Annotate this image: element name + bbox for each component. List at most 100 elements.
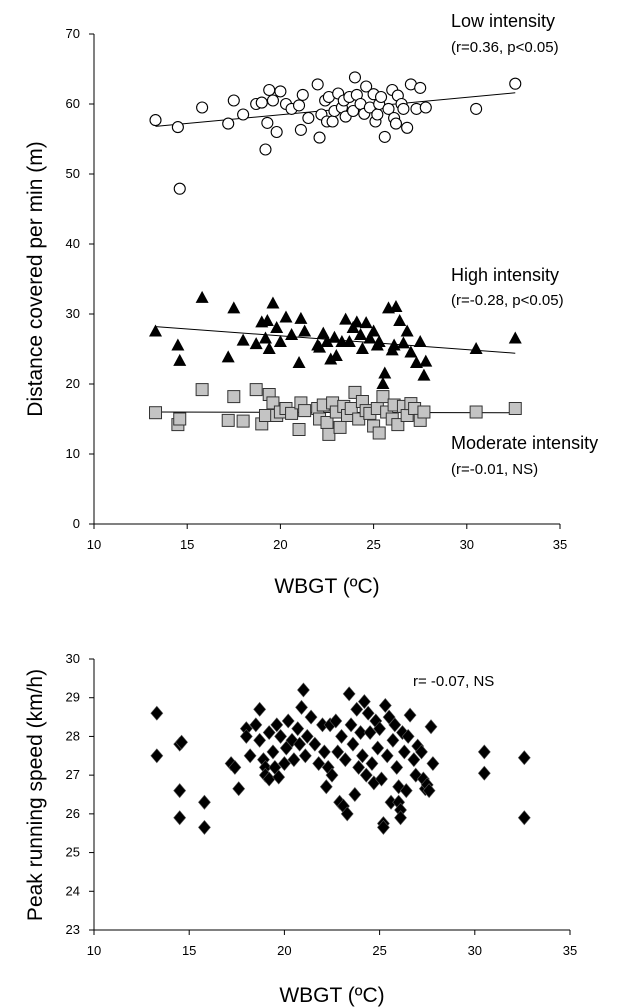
speed-point [356, 748, 369, 764]
high-intensity-point [316, 326, 330, 339]
high-intensity-point [469, 342, 483, 354]
y-tick-label: 40 [66, 236, 80, 251]
speed-point [373, 721, 386, 737]
speed-point [388, 717, 402, 733]
high-intensity-point [149, 324, 163, 337]
low-intensity-point [378, 130, 391, 143]
x-tick-label: 15 [180, 537, 194, 552]
speed-point [350, 701, 364, 717]
speed-point [361, 705, 375, 721]
high-intensity-point [354, 328, 368, 340]
x-tick-label: 30 [468, 943, 482, 958]
high-intensity-point [327, 330, 341, 343]
moderate-intensity-point [344, 402, 358, 415]
low-intensity-point [389, 117, 403, 130]
high-intensity-point [355, 342, 369, 354]
speed-x-ticks: 10 15 20 25 30 35 [87, 930, 577, 958]
low-intensity-label: Low intensity [451, 11, 555, 31]
moderate-intensity-point [322, 427, 336, 441]
high-intensity-point [396, 336, 410, 349]
high-intensity-point [363, 331, 377, 344]
high-intensity-point [294, 311, 308, 324]
high-intensity-point [249, 337, 263, 350]
high-intensity-point [260, 314, 274, 326]
x-tick-label: 25 [366, 537, 380, 552]
high-intensity-point [266, 296, 280, 309]
speed-point [352, 759, 366, 775]
moderate-intensity-point [469, 405, 483, 419]
low-intensity-point [371, 108, 384, 121]
y-tick-label: 60 [66, 96, 80, 111]
speed-point [477, 744, 491, 760]
moderate-intensity-point [417, 405, 431, 419]
speed-point [401, 728, 415, 744]
high-intensity-point [292, 356, 306, 368]
y-tick-label: 24 [66, 883, 80, 898]
y-tick-label: 0 [73, 516, 80, 531]
moderate-intensity-label: Moderate intensity [451, 433, 598, 453]
low-intensity-point [149, 114, 162, 127]
low-intensity-point [347, 104, 360, 118]
speed-point [319, 779, 333, 795]
high-intensity-point [359, 316, 373, 329]
distance-chart: 0 10 20 30 40 50 60 70 10 15 20 25 30 35 Distance co… [24, 11, 598, 598]
high-intensity-point [350, 315, 364, 328]
low-intensity-point [237, 108, 250, 121]
speed-point [293, 736, 307, 752]
speed-point [344, 717, 358, 733]
moderate-intensity-point [372, 426, 386, 440]
low-intensity-point [509, 77, 522, 90]
speed-point [249, 717, 263, 733]
speed-point [239, 728, 253, 744]
y-tick-label: 25 [66, 845, 80, 860]
high-intensity-point [372, 335, 386, 347]
x-tick-label: 20 [273, 537, 287, 552]
speed-point [297, 682, 310, 698]
high-intensity-point [417, 368, 431, 381]
speed-y-ticks: 23 24 25 26 27 28 29 30 [66, 651, 94, 937]
speed-point [348, 787, 362, 802]
high-intensity-point [367, 324, 381, 337]
speed-x-axis-title: WBGT (ºC) [279, 984, 384, 1007]
high-intensity-point [342, 335, 356, 347]
low-intensity-point [401, 121, 414, 134]
y-tick-label: 30 [66, 651, 80, 666]
high-intensity-point [508, 331, 522, 344]
distance-y-axis-title: Distance covered per min (m) [24, 141, 47, 416]
peak-speed-chart: 23 24 25 26 27 28 29 30 10 15 20 25 30 35 Peak runni… [24, 651, 577, 1007]
low-intensity-point [261, 116, 274, 129]
high-intensity-point [313, 340, 327, 353]
speed-point [270, 717, 284, 733]
x-tick-label: 35 [563, 943, 577, 958]
speed-y-axis-title: Peak running speed (km/h) [24, 669, 47, 921]
x-tick-label: 15 [182, 943, 196, 958]
speed-point [359, 767, 373, 783]
speed-point [377, 819, 390, 835]
high-intensity-point [236, 333, 250, 346]
low-intensity-point [196, 101, 209, 114]
high-intensity-point [195, 290, 209, 303]
moderate-intensity-point [227, 390, 241, 404]
speed-point [371, 740, 385, 756]
y-tick-label: 29 [66, 690, 80, 705]
speed-point [253, 732, 267, 748]
moderate-intensity-point [249, 383, 263, 397]
speed-point [426, 756, 440, 771]
speed-point [424, 719, 438, 735]
high-intensity-point [320, 335, 334, 347]
speed-point [287, 752, 301, 768]
moderate-intensity-point [285, 406, 299, 420]
speed-point [397, 744, 411, 760]
low-intensity-point [313, 131, 326, 144]
low-intensity-point [375, 90, 388, 104]
speed-point [390, 759, 404, 775]
high-intensity-point [400, 324, 414, 337]
speed-point [198, 819, 211, 835]
y-tick-label: 70 [66, 26, 80, 41]
y-tick-label: 30 [66, 306, 80, 321]
speed-point [375, 771, 388, 787]
low-intensity-point [270, 125, 283, 139]
speed-point [291, 721, 305, 737]
high-intensity-point [389, 300, 403, 312]
